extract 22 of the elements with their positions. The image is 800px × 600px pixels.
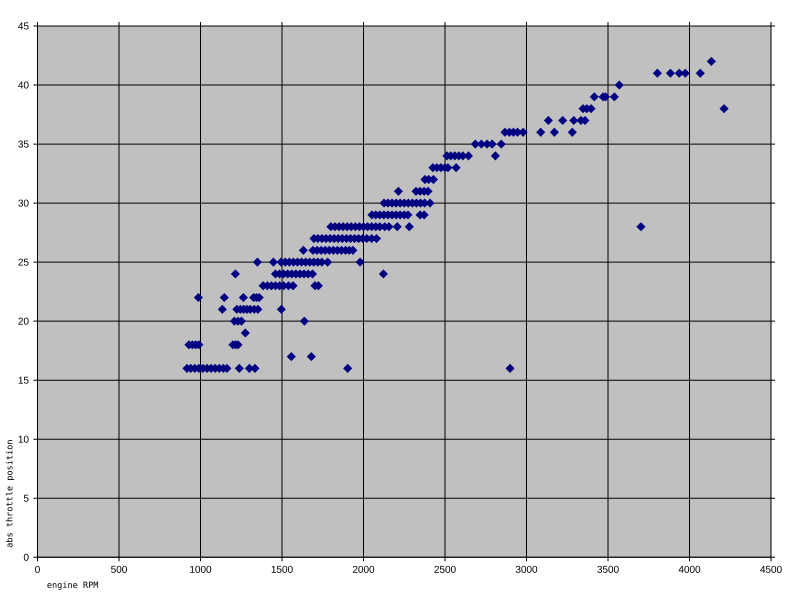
y-tick-label: 30 <box>18 200 29 207</box>
x-tick-label: 1500 <box>272 566 293 573</box>
y-tick-label: 40 <box>18 82 29 89</box>
x-tick-label: 3000 <box>516 566 538 573</box>
x-tick-label: 3500 <box>597 566 619 573</box>
y-tick-label: 0 <box>24 554 29 561</box>
x-tick-label: 4500 <box>760 566 782 573</box>
y-tick-label: 15 <box>18 376 29 384</box>
y-tick-label: 45 <box>18 22 29 30</box>
x-tick-label: 0 <box>35 566 40 573</box>
y-tick-label: 5 <box>24 494 29 502</box>
y-tick-label: 20 <box>18 318 29 325</box>
x-axis-title: engine RPM <box>47 581 98 590</box>
x-tick-label: 4000 <box>678 566 700 573</box>
y-tick-label: 35 <box>18 140 29 148</box>
y-tick-label: 10 <box>18 436 29 443</box>
x-tick-label: 2000 <box>352 566 374 573</box>
x-tick-label: 2500 <box>434 566 456 573</box>
x-tick-label: 500 <box>111 566 127 573</box>
y-axis-title: abs throttle position <box>6 440 14 548</box>
y-tick-label: 25 <box>18 258 29 266</box>
x-tick-label: 1000 <box>190 566 212 573</box>
